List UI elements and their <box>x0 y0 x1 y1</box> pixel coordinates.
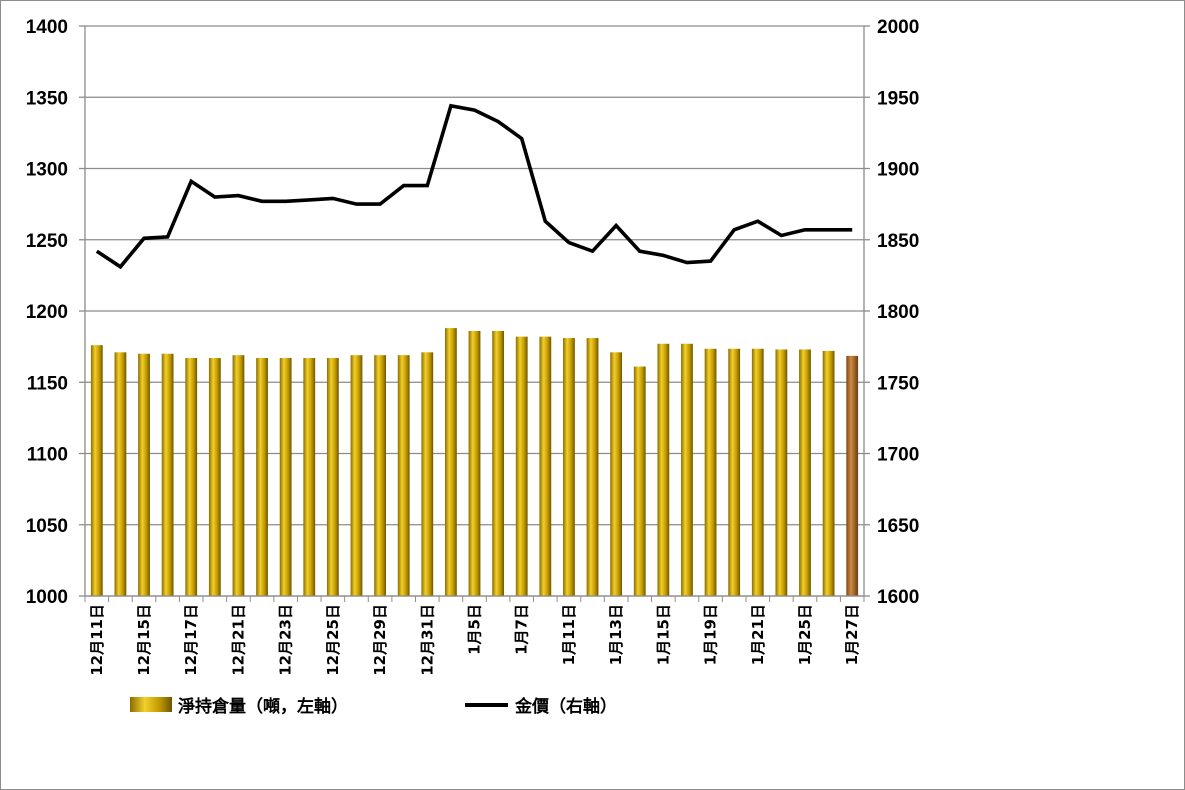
left-tick-label: 1100 <box>27 445 68 466</box>
left-tick-label: 1150 <box>27 373 68 394</box>
x-tick-label: 12月23日 <box>277 604 295 676</box>
bar-12月22日 <box>256 358 268 596</box>
bar-1月19日 <box>704 348 717 596</box>
left-tick-label: 1000 <box>26 587 68 608</box>
bar-series <box>90 328 859 596</box>
bar-1月13日 <box>610 352 623 596</box>
bar-1月5日 <box>468 330 481 596</box>
bar-1月27日 <box>846 355 859 596</box>
bar-12月16日 <box>161 353 174 596</box>
bar-1月11日 <box>563 338 575 596</box>
right-axis-ticks: 2000 1950 1900 1850 1800 1750 1700 1650 1600 <box>877 17 919 608</box>
right-tick-label: 1950 <box>877 88 919 109</box>
bar-1月6日 <box>492 330 505 596</box>
x-tick-label: 12月11日 <box>88 604 106 676</box>
left-tick-label: 1300 <box>26 160 68 181</box>
bar-12月21日 <box>232 355 245 596</box>
x-tick-label: 1月19日 <box>702 604 720 665</box>
right-tick-label: 1600 <box>877 587 919 608</box>
left-tick-label: 1350 <box>26 88 68 109</box>
bar-12月18日 <box>208 358 221 596</box>
legend-label-holdings: 淨持倉量（噸，左軸） <box>178 696 348 717</box>
bar-1月22日 <box>775 349 788 596</box>
left-tick-label: 1400 <box>26 17 68 38</box>
x-tick-label: 1月7日 <box>513 604 531 655</box>
x-axis-ticks: 12月11日 12月15日 12月17日 12月21日 12月23日 12月25日 12月2… <box>88 604 861 676</box>
bar-1月8日 <box>539 336 552 596</box>
bar-1月20日 <box>728 348 741 596</box>
right-tick-label: 1850 <box>877 231 919 252</box>
bar-12月31日 <box>421 352 434 596</box>
bar-12月28日 <box>350 355 363 596</box>
bar-1月14日 <box>633 366 646 596</box>
bar-12月17日 <box>185 358 198 596</box>
left-axis-ticks: 1400 1350 1300 1250 1200 1150 1100 1050 1000 <box>26 17 68 608</box>
x-tick-label: 12月31日 <box>418 604 436 676</box>
bar-12月30日 <box>397 355 410 596</box>
x-tick-label: 12月21日 <box>229 604 247 676</box>
bar-1月25日 <box>799 349 811 596</box>
x-tick-label: 1月11日 <box>560 604 578 665</box>
x-tick-label: 1月25日 <box>796 604 814 665</box>
legend-swatch-holdings <box>130 697 172 712</box>
bar-1月4日 <box>444 328 457 596</box>
legend: 淨持倉量（噸，左軸） 金價（右軸） <box>130 696 617 717</box>
right-tick-label: 1800 <box>877 302 919 323</box>
left-tick-label: 1250 <box>26 231 68 252</box>
x-tick-label: 1月5日 <box>466 604 484 655</box>
axes <box>79 25 870 602</box>
line-series <box>95 103 853 270</box>
bar-1月12日 <box>586 338 599 596</box>
x-tick-label: 12月15日 <box>135 604 153 676</box>
x-tick-label: 1月13日 <box>607 604 625 665</box>
bar-1月7日 <box>515 336 528 596</box>
x-tick-label: 1月27日 <box>843 604 861 665</box>
x-tick-label: 12月29日 <box>371 604 389 676</box>
right-tick-label: 1700 <box>877 445 919 466</box>
bar-12月23日 <box>279 358 292 596</box>
x-tick-label: 1月15日 <box>654 604 672 665</box>
bar-12月25日 <box>326 358 339 596</box>
bar-1月15日 <box>657 343 670 596</box>
right-tick-label: 1900 <box>877 160 919 181</box>
x-tick-label: 1月21日 <box>749 604 767 665</box>
bar-12月29日 <box>374 355 386 596</box>
bar-12月14日 <box>114 352 127 596</box>
bar-12月24日 <box>303 358 316 596</box>
bar-12月11日 <box>90 345 103 596</box>
x-tick-label: 12月25日 <box>324 604 342 676</box>
x-tick-label: 12月17日 <box>182 604 200 676</box>
right-tick-label: 1750 <box>877 373 919 394</box>
left-tick-label: 1050 <box>26 516 68 537</box>
right-tick-label: 1650 <box>877 516 919 537</box>
bar-1月26日 <box>822 350 835 596</box>
gold-price-line <box>95 103 853 270</box>
left-tick-label: 1200 <box>26 302 68 323</box>
right-tick-label: 2000 <box>877 17 919 38</box>
bar-1月21日 <box>751 348 764 596</box>
bar-12月15日 <box>138 353 150 596</box>
bar-1月18日 <box>681 343 693 596</box>
legend-label-gold-price: 金價（右軸） <box>514 696 617 717</box>
